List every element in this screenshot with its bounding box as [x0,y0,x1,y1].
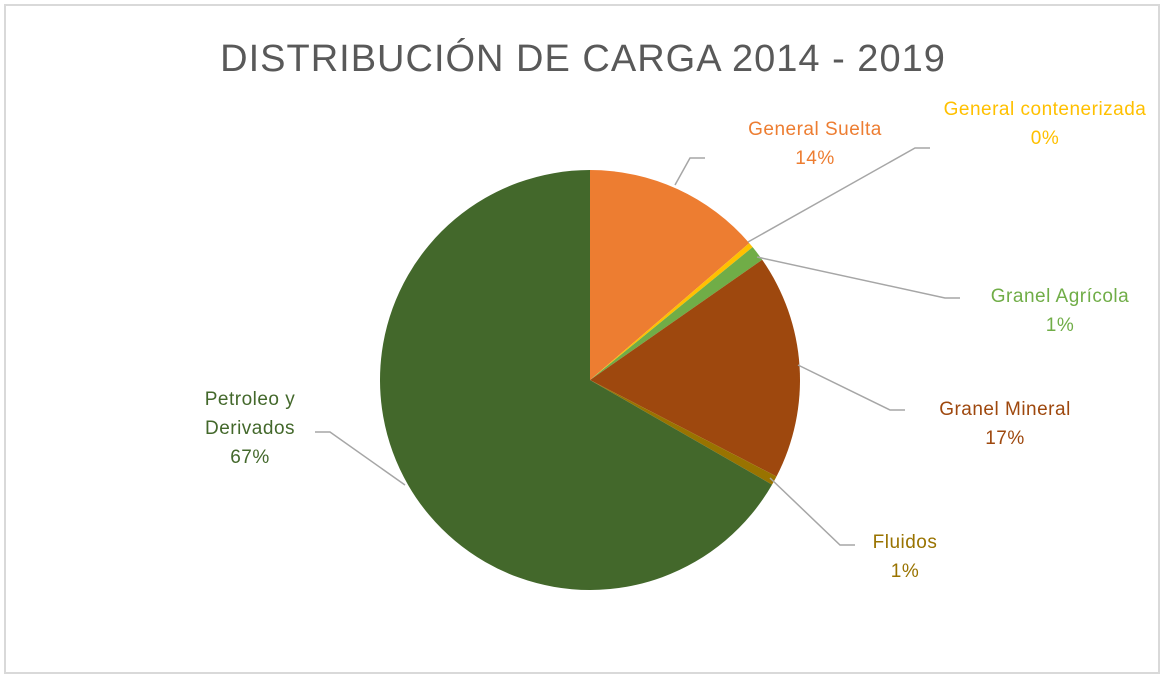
data-label: General contenerizada 0% [935,95,1155,153]
data-label: Fluidos 1% [820,528,990,586]
data-label: Granel Agrícola 1% [955,282,1165,340]
pie [380,170,801,590]
data-label: General Suelta 14% [715,115,915,173]
category-label: General contenerizada [943,99,1147,120]
pie-slice [380,170,773,590]
leader-line [756,256,960,299]
category-label: Granel Agrícola [990,286,1130,307]
value-label: 0% [1030,128,1060,149]
pie-slice [590,170,750,380]
value-label: 1% [890,561,920,582]
pie-slice [590,259,801,477]
data-label: Petroleo y Derivados 67% [160,385,340,472]
category-label: General Suelta [748,119,882,140]
value-label: 17% [985,428,1025,449]
data-label: Granel Mineral 17% [900,395,1110,453]
category-label: Petroleo y Derivados [204,389,296,439]
leader-line [769,477,855,546]
pie-slice [590,243,753,380]
leader-line [747,147,930,243]
pie-slice [590,380,777,485]
leader-line [797,364,905,411]
value-label: 14% [795,148,835,169]
pie-slice [590,247,763,380]
chart-title: DISTRIBUCIÓN DE CARGA 2014 - 2019 [220,38,946,80]
leader-line [315,431,406,486]
category-label: Fluidos [872,532,938,553]
leader-line [674,157,705,186]
value-label: 67% [230,447,270,468]
value-label: 1% [1045,315,1075,336]
category-label: Granel Mineral [939,399,1071,420]
